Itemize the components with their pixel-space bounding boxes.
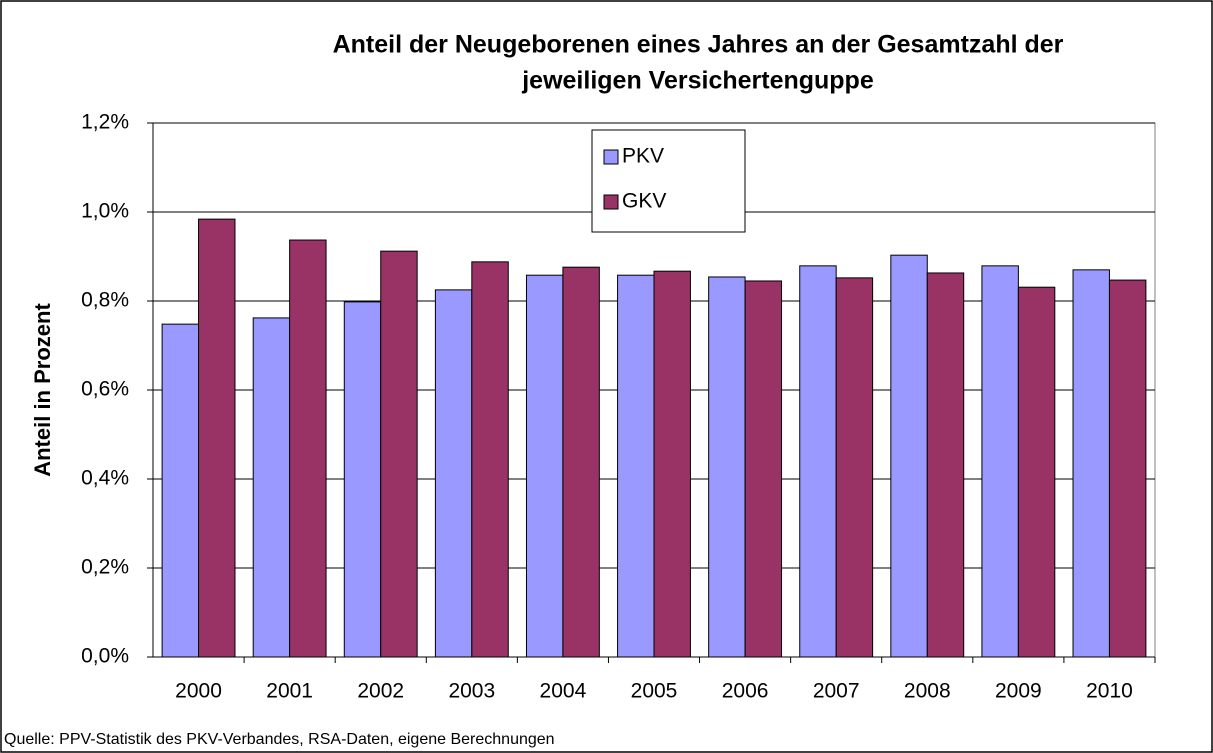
bar bbox=[343, 301, 382, 658]
y-tick-label: 1,0% bbox=[81, 200, 129, 223]
x-tick-label: 2004 bbox=[540, 680, 587, 703]
legend-label: GKV bbox=[622, 190, 666, 213]
bar bbox=[744, 280, 783, 658]
bar bbox=[708, 276, 746, 658]
y-tick-label: 0,6% bbox=[81, 378, 129, 401]
bar bbox=[617, 274, 655, 658]
bar bbox=[525, 274, 564, 658]
legend-swatch bbox=[603, 194, 619, 210]
x-tick-label: 2001 bbox=[266, 680, 313, 703]
bar bbox=[252, 317, 291, 658]
bar bbox=[926, 272, 965, 658]
bar bbox=[653, 270, 691, 658]
chart-title: Anteil der Neugeborenen eines Jahres an … bbox=[333, 31, 1064, 59]
bar bbox=[799, 265, 837, 658]
x-tick-label: 2009 bbox=[995, 680, 1042, 703]
bar bbox=[471, 261, 509, 658]
bar bbox=[198, 218, 236, 658]
bar bbox=[161, 323, 200, 658]
bar bbox=[562, 266, 600, 658]
legend-label: PKV bbox=[622, 145, 664, 168]
x-tick-label: 2007 bbox=[813, 680, 860, 703]
bar bbox=[380, 250, 418, 658]
x-tick-label: 2010 bbox=[1086, 680, 1133, 703]
bar bbox=[835, 277, 874, 658]
y-axis-label: Anteil in Prozent bbox=[30, 303, 55, 477]
x-tick-label: 2002 bbox=[357, 680, 404, 703]
legend-box bbox=[591, 129, 746, 233]
bar bbox=[434, 289, 473, 658]
bar bbox=[1017, 286, 1056, 658]
x-tick-label: 2003 bbox=[448, 680, 495, 703]
bar bbox=[981, 265, 1019, 658]
x-tick-label: 2006 bbox=[722, 680, 769, 703]
x-tick-label: 2005 bbox=[631, 680, 678, 703]
y-tick-label: 0,2% bbox=[81, 556, 129, 579]
y-tick-label: 1,2% bbox=[81, 111, 129, 134]
bar bbox=[1072, 269, 1110, 658]
x-tick-label: 2000 bbox=[175, 680, 222, 703]
source-note: Quelle: PPV-Statistik des PKV-Verbandes,… bbox=[4, 731, 555, 748]
y-tick-label: 0,4% bbox=[81, 467, 129, 490]
bar bbox=[1108, 279, 1147, 658]
legend-swatch bbox=[603, 149, 619, 165]
y-tick-label: 0,8% bbox=[81, 289, 129, 312]
bar bbox=[289, 239, 327, 658]
bar bbox=[890, 254, 928, 658]
chart-title: jeweiligen Versichertenguppe bbox=[521, 67, 874, 95]
y-tick-label: 0,0% bbox=[81, 645, 129, 668]
x-tick-label: 2008 bbox=[904, 680, 951, 703]
